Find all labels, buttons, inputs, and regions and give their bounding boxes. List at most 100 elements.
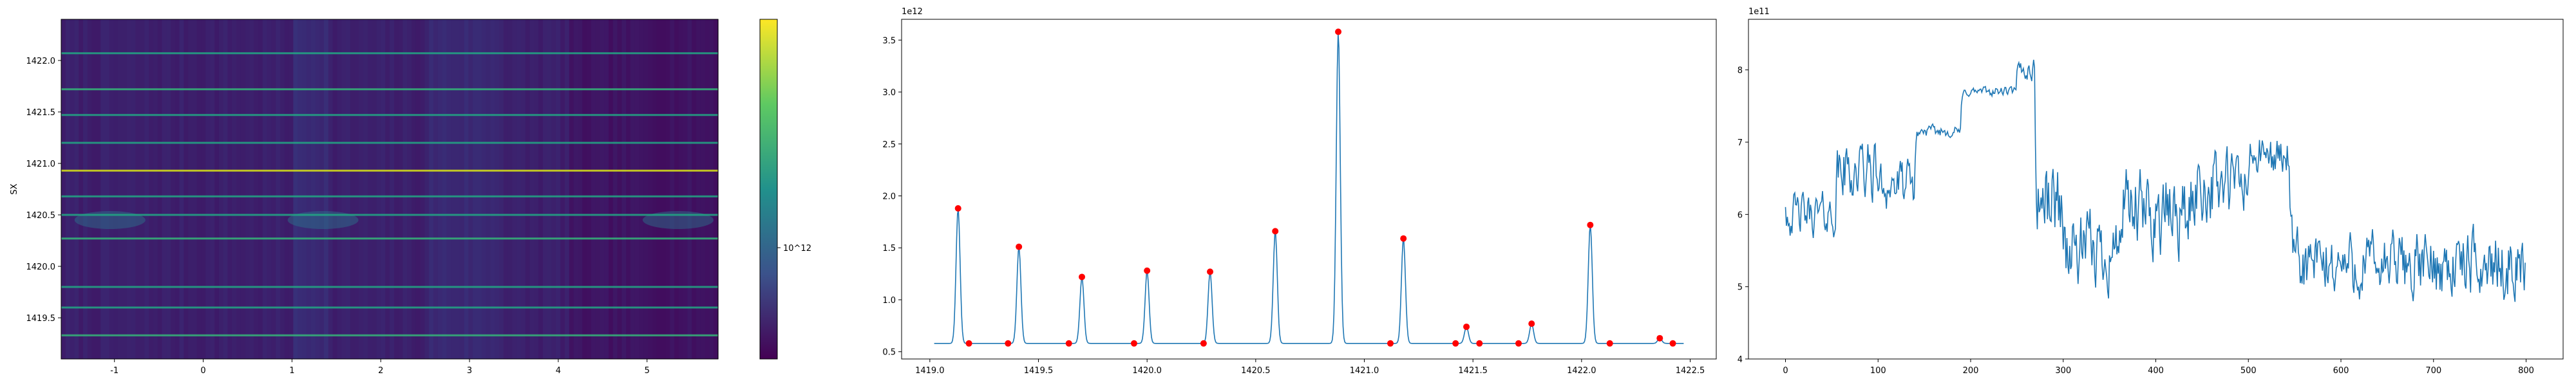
series-y-tick-label: 6 [1738, 210, 1743, 220]
series-y-tick-label: 4 [1738, 355, 1743, 365]
heatmap-column [232, 19, 237, 359]
heatmap-column [464, 19, 469, 359]
heatmap-column [149, 19, 154, 359]
heatmap-y-ticks: 1419.5 1420.0 1420.5 1421.0 1421.5 1422.0 [26, 57, 61, 324]
peak-marker [1452, 340, 1459, 347]
heatmap-y-tick-label: 1419.5 [26, 314, 56, 324]
heatmap-column [368, 19, 373, 359]
heatmap-column [240, 19, 246, 359]
peaks-x-tick-label: 1421.5 [1458, 366, 1488, 376]
heatmap-column [188, 19, 193, 359]
heatmap-column [398, 19, 403, 359]
series-panel: 0 100 200 300 400 500 600 700 800 4 5 6 7 8 1e11 [1738, 7, 2564, 376]
heatmap-column [643, 19, 649, 359]
peak-marker [1272, 228, 1279, 235]
heatmap-column [451, 19, 456, 359]
peak-marker [954, 205, 961, 212]
peaks-frame [901, 19, 1717, 360]
series-y-tick-label: 5 [1738, 283, 1743, 293]
series-x-tick-label: 0 [1783, 366, 1788, 376]
heatmap-column [551, 19, 556, 359]
series-y-ticks: 4 5 6 7 8 [1738, 66, 1748, 365]
series-x-tick-label: 100 [1870, 366, 1886, 376]
peaks-y-tick-label: 3.5 [882, 36, 896, 46]
series-x-tick-label: 300 [2055, 366, 2071, 376]
heatmap-blob [287, 211, 359, 229]
heatmap-column [135, 19, 140, 359]
heatmap-column [587, 19, 592, 359]
peak-marker [1207, 268, 1214, 275]
heatmap-column [122, 19, 128, 359]
peak-marker [1528, 320, 1535, 327]
peaks-x-ticks: 1419.0 1419.5 1420.0 1420.5 1421.0 1421.5 1422… [915, 359, 1705, 376]
heatmap-column [578, 19, 583, 359]
peak-marker [1515, 340, 1522, 347]
heatmap-column [223, 19, 228, 359]
heatmap-column [289, 19, 294, 359]
heatmap-column [218, 19, 224, 359]
heatmap-column [626, 19, 631, 359]
heatmap-column [196, 19, 202, 359]
colorbar-tick-label: 10^12 [783, 244, 811, 253]
heatmap-x-tick-label: 5 [645, 366, 650, 376]
heatmap-column [354, 19, 359, 359]
heatmap-column [293, 19, 298, 359]
series-x-tick-label: 200 [1963, 366, 1979, 376]
heatmap-column [328, 19, 334, 359]
heatmap-column [162, 19, 167, 359]
heatmap-column [262, 19, 268, 359]
heatmap-column [556, 19, 561, 359]
heatmap-column [171, 19, 176, 359]
heatmap-column [157, 19, 162, 359]
peaks-x-tick-label: 1422.0 [1567, 366, 1596, 376]
heatmap-column [692, 19, 697, 359]
heatmap-column [407, 19, 412, 359]
peak-marker [1463, 323, 1470, 330]
heatmap-column [696, 19, 701, 359]
heatmap-column [420, 19, 425, 359]
heatmap-x-tick-label: 0 [200, 366, 205, 376]
heatmap-column [376, 19, 381, 359]
heatmap-column [477, 19, 482, 359]
heatmap-column [214, 19, 220, 359]
heatmap-column [473, 19, 478, 359]
heatmap-column [96, 19, 101, 359]
heatmap-column [363, 19, 368, 359]
heatmap-column [665, 19, 670, 359]
heatmap-y-tick-label: 1421.5 [26, 108, 56, 118]
heatmap-column [258, 19, 263, 359]
heatmap-column [639, 19, 644, 359]
heatmap-column [525, 19, 531, 359]
heatmap-column [193, 19, 198, 359]
peak-marker [1200, 340, 1207, 347]
heatmap-column [70, 19, 75, 359]
heatmap-column [424, 19, 430, 359]
colorbar [759, 19, 778, 360]
heatmap-column [656, 19, 662, 359]
heatmap-column [179, 19, 184, 359]
heatmap-column [74, 19, 79, 359]
peak-marker [1130, 340, 1137, 347]
series-line [1785, 59, 2526, 302]
heatmap-column [267, 19, 272, 359]
heatmap-column [236, 19, 242, 359]
heatmap-column [455, 19, 460, 359]
series-plot-area [1785, 59, 2526, 302]
heatmap-x-tick-label: -1 [110, 366, 118, 376]
heatmap-column [503, 19, 509, 359]
heatmap-column [529, 19, 535, 359]
peak-marker [1144, 267, 1151, 274]
heatmap-column [495, 19, 500, 359]
heatmap-column [332, 19, 337, 359]
heatmap-column [512, 19, 517, 359]
heatmap-column [612, 19, 618, 359]
heatmap-column [280, 19, 285, 359]
heatmap-column [433, 19, 439, 359]
heatmap-column [91, 19, 97, 359]
heatmap-column [429, 19, 434, 359]
heatmap-column [560, 19, 565, 359]
peaks-x-tick-label: 1421.0 [1350, 366, 1379, 376]
heatmap-column [543, 19, 548, 359]
heatmap-column [442, 19, 447, 359]
peaks-panel: 1419.0 1419.5 1420.0 1420.5 1421.0 1421.5 1422… [882, 7, 1717, 376]
